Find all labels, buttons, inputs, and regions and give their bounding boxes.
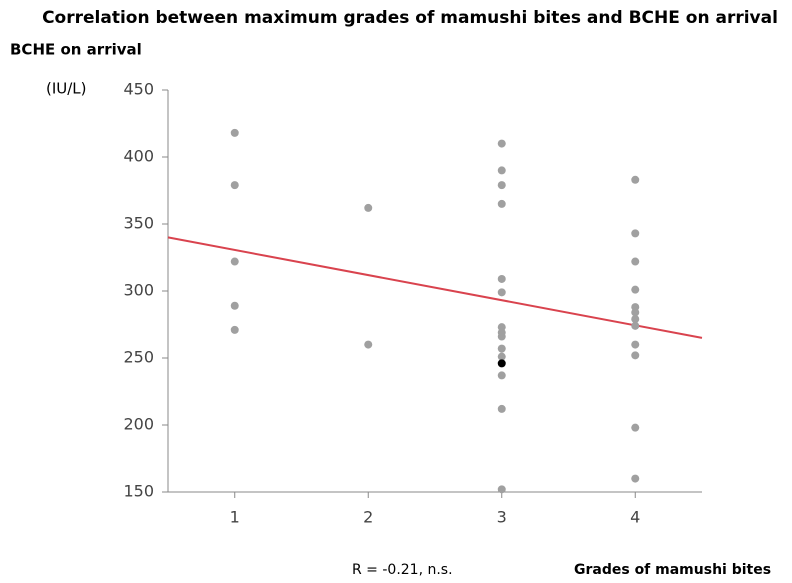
data-point <box>631 351 640 360</box>
fit-line <box>167 236 703 339</box>
data-point <box>497 371 506 380</box>
annotation: R = -0.21, n.s. <box>352 562 453 578</box>
data-point <box>497 359 506 368</box>
x-tick-label: 3 <box>497 508 507 527</box>
y-tick-label: 250 <box>123 348 154 367</box>
x-axis-label: Grades of mamushi bites <box>574 562 771 578</box>
data-point <box>497 332 506 341</box>
data-point <box>230 128 239 137</box>
data-point <box>631 321 640 330</box>
y-axis-unit: (IU/L) <box>46 80 87 98</box>
data-point <box>230 325 239 334</box>
y-tick-label: 400 <box>123 147 154 166</box>
y-tick-label: 350 <box>123 214 154 233</box>
data-point <box>230 181 239 190</box>
data-point <box>497 139 506 148</box>
data-point <box>631 423 640 432</box>
y-tick-label: 300 <box>123 281 154 300</box>
data-point <box>497 288 506 297</box>
y-tick-label: 450 <box>123 80 154 99</box>
data-point <box>364 340 373 349</box>
data-point <box>631 229 640 238</box>
data-point <box>631 474 640 483</box>
chart-title: Correlation between maximum grades of ma… <box>42 8 778 28</box>
data-point <box>631 257 640 266</box>
y-tick-label: 200 <box>123 415 154 434</box>
data-point <box>364 203 373 212</box>
data-point <box>631 315 640 324</box>
data-point <box>230 257 239 266</box>
y-tick-label: 150 <box>123 482 154 501</box>
data-point <box>631 175 640 184</box>
data-point <box>631 340 640 349</box>
y-axis-label: BCHE on arrival <box>10 41 142 59</box>
data-point <box>497 344 506 353</box>
data-point <box>497 199 506 208</box>
data-point <box>497 274 506 283</box>
data-point <box>497 404 506 413</box>
data-point <box>497 181 506 190</box>
data-point <box>497 352 506 361</box>
data-point <box>230 301 239 310</box>
data-point <box>631 285 640 294</box>
x-tick-label: 4 <box>630 508 640 527</box>
data-point <box>497 166 506 175</box>
x-tick-label: 1 <box>230 508 240 527</box>
x-tick-label: 2 <box>363 508 373 527</box>
data-point <box>497 485 506 494</box>
data-point <box>631 308 640 317</box>
